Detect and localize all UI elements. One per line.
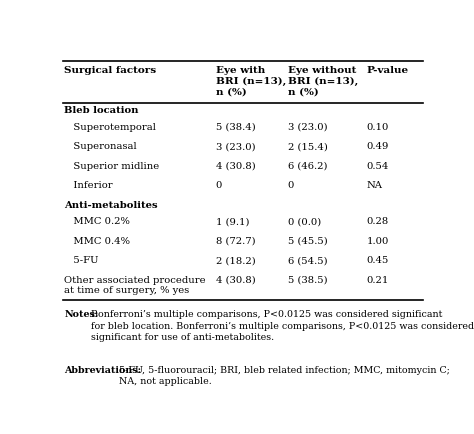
Text: P-value: P-value: [367, 66, 409, 74]
Text: NA: NA: [367, 181, 383, 190]
Text: 5-FU, 5-fluorouracil; BRI, bleb related infection; MMC, mitomycin C;
NA, not app: 5-FU, 5-fluorouracil; BRI, bleb related …: [119, 365, 450, 385]
Text: Surgical factors: Surgical factors: [64, 66, 156, 74]
Text: 6 (54.5): 6 (54.5): [288, 256, 327, 265]
Text: 5 (38.4): 5 (38.4): [216, 122, 255, 132]
Text: 2 (18.2): 2 (18.2): [216, 256, 255, 265]
Text: Notes:: Notes:: [64, 310, 99, 319]
Text: 2 (15.4): 2 (15.4): [288, 142, 328, 151]
Text: Other associated procedure
at time of surgery, % yes: Other associated procedure at time of su…: [64, 275, 206, 295]
Text: Superotemporal: Superotemporal: [64, 122, 156, 132]
Text: 3 (23.0): 3 (23.0): [216, 142, 255, 151]
Text: 0.10: 0.10: [367, 122, 389, 132]
Text: Bleb location: Bleb location: [64, 106, 139, 115]
Text: MMC 0.2%: MMC 0.2%: [64, 217, 130, 226]
Text: Abbreviations:: Abbreviations:: [64, 365, 142, 374]
Text: 6 (46.2): 6 (46.2): [288, 161, 327, 170]
Text: 4 (30.8): 4 (30.8): [216, 161, 255, 170]
Text: 8 (72.7): 8 (72.7): [216, 236, 255, 245]
Text: 4 (30.8): 4 (30.8): [216, 275, 255, 284]
Text: Superonasal: Superonasal: [64, 142, 137, 151]
Text: MMC 0.4%: MMC 0.4%: [64, 236, 130, 245]
Text: 1 (9.1): 1 (9.1): [216, 217, 249, 226]
Text: 1.00: 1.00: [367, 236, 389, 245]
Text: 0.21: 0.21: [367, 275, 389, 284]
Text: 5-FU: 5-FU: [64, 256, 99, 265]
Text: Inferior: Inferior: [64, 181, 113, 190]
Text: 0: 0: [216, 181, 222, 190]
Text: Eye with
BRI (n=13),
n (%): Eye with BRI (n=13), n (%): [216, 66, 286, 96]
Text: Eye without
BRI (n=13),
n (%): Eye without BRI (n=13), n (%): [288, 66, 358, 96]
Text: Superior midline: Superior midline: [64, 161, 160, 170]
Text: 0.28: 0.28: [367, 217, 389, 226]
Text: Anti-metabolites: Anti-metabolites: [64, 200, 158, 209]
Text: 5 (38.5): 5 (38.5): [288, 275, 327, 284]
Text: 3 (23.0): 3 (23.0): [288, 122, 327, 132]
Text: 5 (45.5): 5 (45.5): [288, 236, 328, 245]
Text: 0: 0: [288, 181, 294, 190]
Text: Bonferroni’s multiple comparisons, P<0.0125 was considered significant
for bleb : Bonferroni’s multiple comparisons, P<0.0…: [91, 310, 474, 341]
Text: 0.54: 0.54: [367, 161, 389, 170]
Text: 0.45: 0.45: [367, 256, 389, 265]
Text: 0.49: 0.49: [367, 142, 389, 151]
Text: 0 (0.0): 0 (0.0): [288, 217, 321, 226]
